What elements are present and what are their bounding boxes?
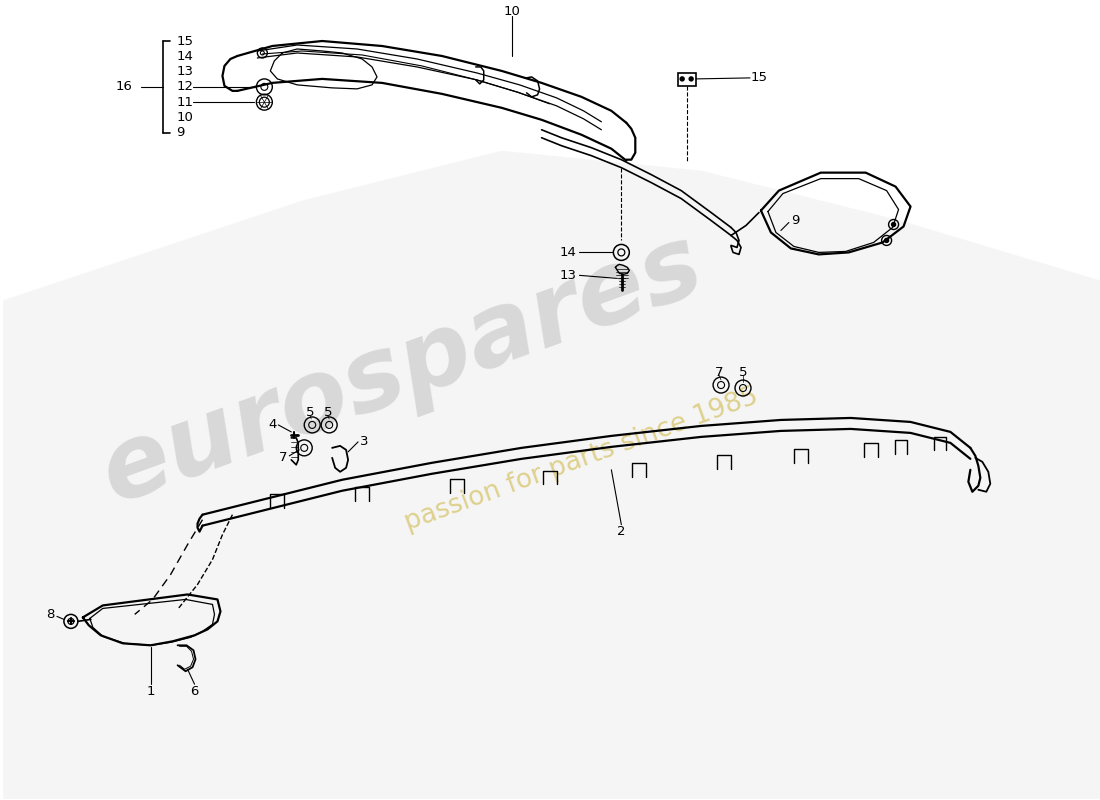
Text: 11: 11 [177,96,194,109]
Text: 7: 7 [278,451,287,464]
Text: 10: 10 [177,111,194,124]
Circle shape [892,222,895,226]
Text: 5: 5 [306,406,315,419]
Text: eurospares: eurospares [88,216,716,524]
Text: 1: 1 [146,685,155,698]
Text: 6: 6 [190,685,199,698]
Text: 15: 15 [177,34,194,47]
Circle shape [680,77,684,81]
Text: 9: 9 [791,214,800,227]
Text: 4: 4 [268,418,276,431]
Text: 13: 13 [560,269,576,282]
Text: 8: 8 [46,608,55,621]
Circle shape [690,77,693,81]
Text: 2: 2 [617,525,626,538]
Text: 5: 5 [323,406,332,419]
Text: 10: 10 [503,5,520,18]
Text: 12: 12 [177,80,194,94]
Text: 9: 9 [177,126,185,139]
Text: 7: 7 [715,366,724,378]
Bar [679,73,696,86]
Text: 14: 14 [177,50,194,62]
Text: 5: 5 [739,366,747,378]
Text: 16: 16 [116,80,133,94]
Circle shape [884,238,889,242]
Text: 3: 3 [360,435,368,448]
Polygon shape [3,150,1100,799]
Text: 15: 15 [751,71,768,85]
Text: 14: 14 [560,246,576,259]
Text: passion for parts since 1985: passion for parts since 1985 [402,383,762,536]
Text: 13: 13 [177,65,194,78]
